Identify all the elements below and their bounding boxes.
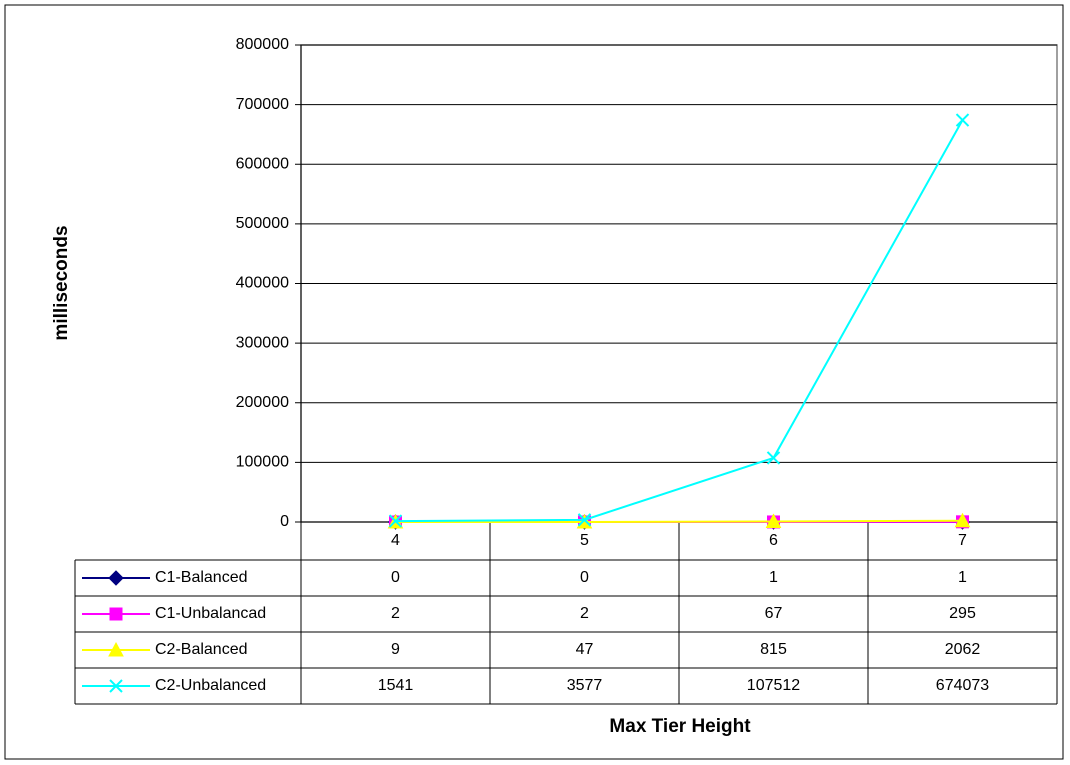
- marker: [108, 641, 124, 657]
- table-cell: 1: [769, 569, 778, 586]
- y-tick-label: 400000: [236, 275, 289, 292]
- y-tick-label: 800000: [236, 36, 289, 53]
- marker: [577, 513, 592, 527]
- y-tick-label: 100000: [236, 454, 289, 471]
- y-tick-label: 0: [280, 513, 289, 530]
- table-cell: 1: [958, 569, 967, 586]
- y-tick-label: 500000: [236, 215, 289, 232]
- x-tick-label: 5: [580, 532, 589, 549]
- table-cell: 0: [391, 569, 400, 586]
- legend-label: C1-Balanced: [155, 569, 248, 586]
- x-axis-title: Max Tier Height: [609, 716, 751, 737]
- table-cell: 2062: [945, 641, 981, 658]
- y-axis-title: milliseconds: [51, 225, 72, 340]
- x-tick-label: 7: [958, 532, 967, 549]
- table-cell: 295: [949, 605, 976, 622]
- marker: [108, 570, 124, 586]
- series-line: [395, 119, 964, 523]
- table-cell: 9: [391, 641, 400, 658]
- y-tick-label: 700000: [236, 96, 289, 113]
- x-tick-label: 4: [391, 532, 400, 549]
- table-cell: 0: [580, 569, 589, 586]
- y-tick-label: 600000: [236, 155, 289, 172]
- table-cell: 2: [391, 605, 400, 622]
- table-cell: 2: [580, 605, 589, 622]
- marker: [765, 513, 782, 529]
- marker: [766, 451, 781, 465]
- legend-label: C2-Unbalanced: [155, 677, 266, 694]
- marker: [955, 113, 970, 127]
- y-tick-label: 200000: [236, 394, 289, 411]
- marker: [388, 514, 403, 528]
- table-cell: 47: [576, 641, 594, 658]
- marker: [109, 679, 123, 693]
- table-cell: 674073: [936, 677, 989, 694]
- table-cell: 67: [765, 605, 783, 622]
- series-line: [395, 519, 963, 523]
- marker: [954, 512, 971, 528]
- table-cell: 3577: [567, 677, 603, 694]
- table-cell: 1541: [378, 677, 414, 694]
- legend-label: C1-Unbalancad: [155, 605, 266, 622]
- x-tick-label: 6: [769, 532, 778, 549]
- y-tick-label: 300000: [236, 334, 289, 351]
- marker: [109, 607, 123, 621]
- table-cell: 815: [760, 641, 787, 658]
- table-cell: 107512: [747, 677, 800, 694]
- legend-label: C2-Balanced: [155, 641, 248, 658]
